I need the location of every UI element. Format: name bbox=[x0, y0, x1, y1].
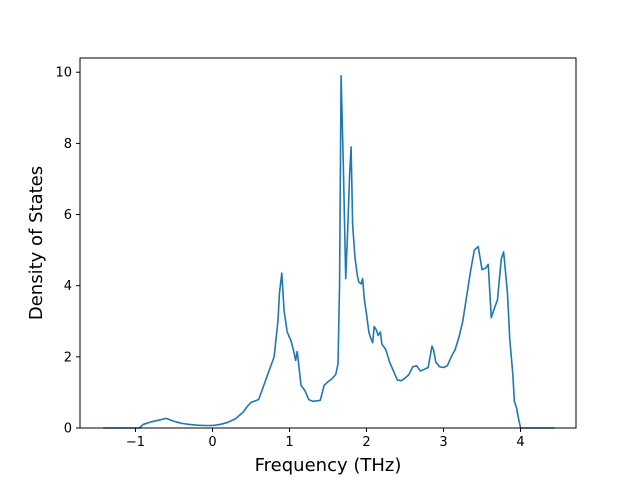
y-tick-label: 2 bbox=[64, 350, 72, 365]
y-tick-label: 0 bbox=[64, 422, 72, 437]
x-tick-label: 0 bbox=[208, 435, 216, 450]
y-axis: 0 2 4 6 8 10 bbox=[55, 66, 80, 437]
y-tick-label: 10 bbox=[55, 66, 72, 81]
x-tick-label: 1 bbox=[285, 435, 293, 450]
y-tick-label: 8 bbox=[64, 137, 72, 152]
y-tick-label: 6 bbox=[64, 208, 72, 223]
x-axis-label: Frequency (THz) bbox=[255, 455, 402, 476]
x-axis: −1 0 1 2 3 4 bbox=[126, 428, 525, 450]
x-tick-label: 4 bbox=[516, 435, 524, 450]
y-tick-label: 4 bbox=[64, 279, 72, 294]
x-tick-label: 2 bbox=[362, 435, 370, 450]
y-axis-label: Density of States bbox=[26, 166, 47, 320]
x-tick-label: −1 bbox=[126, 435, 145, 450]
plot-area bbox=[103, 74, 555, 429]
x-tick-label: 3 bbox=[439, 435, 447, 450]
dos-series-line-0 bbox=[103, 74, 555, 429]
axes-frame bbox=[79, 57, 577, 429]
